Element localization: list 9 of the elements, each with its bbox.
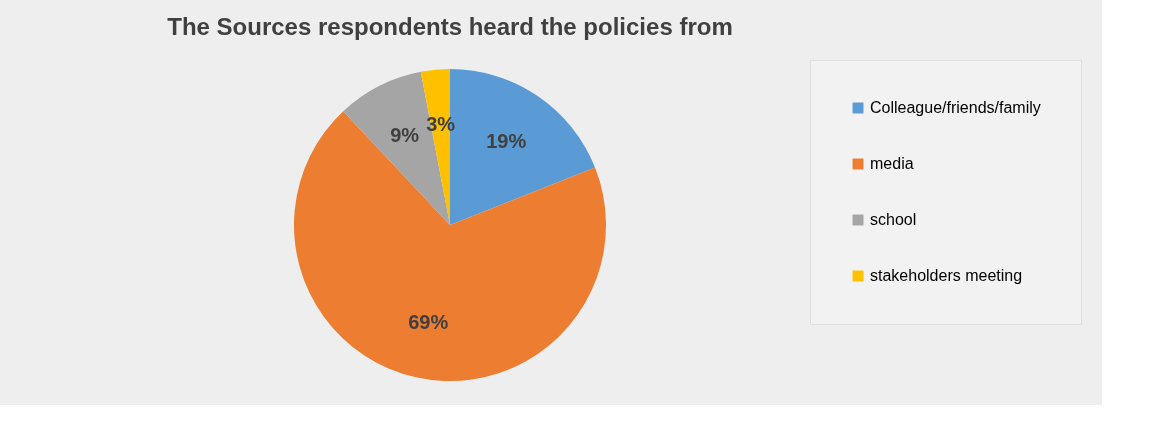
legend-label: school	[870, 211, 917, 228]
pie-slice	[294, 111, 606, 381]
legend-label: Colleague/friends/family	[870, 99, 1041, 116]
legend-label: stakeholders meeting	[870, 267, 1023, 284]
data-label: 19%	[486, 130, 527, 153]
data-label: 9%	[390, 123, 420, 146]
chart-title: The Sources respondents heard the policies from	[167, 12, 733, 40]
data-label: 69%	[408, 310, 449, 333]
legend-label: media	[870, 155, 914, 172]
